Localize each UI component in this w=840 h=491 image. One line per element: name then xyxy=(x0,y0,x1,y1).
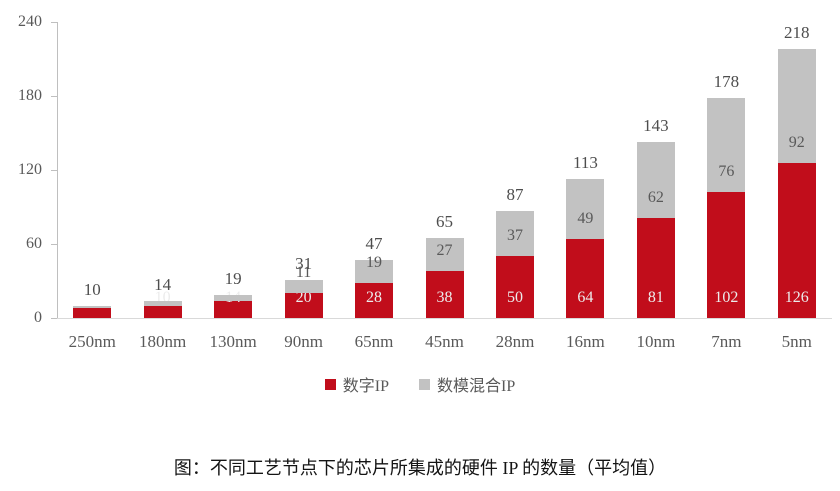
bar-total-label: 113 xyxy=(572,152,598,172)
legend-item: 数字IP xyxy=(324,372,389,396)
bar-value-label: 50 xyxy=(506,288,523,306)
legend-label: 数模混合IP xyxy=(437,378,516,395)
bar-segment-mixed-signal-ip xyxy=(214,294,253,301)
x-tick-label: 130nm xyxy=(209,332,257,351)
x-tick-label: 7nm xyxy=(711,332,742,351)
x-tick-label: 16nm xyxy=(566,332,605,351)
bar-segment-mixed-signal-ip: 19 xyxy=(355,255,394,284)
bar-segment-digital-ip: 102 xyxy=(707,192,746,318)
bar-segment-digital-ip: 20 xyxy=(284,289,323,318)
bar-segment-mixed-signal-ip: 49 xyxy=(566,178,605,240)
bar-value-label: 11 xyxy=(295,264,312,282)
y-axis-tick xyxy=(51,22,57,23)
bar-value-label: 64 xyxy=(577,288,594,306)
bar-total-label: 218 xyxy=(784,23,810,43)
bar-segment-mixed-signal-ip xyxy=(143,300,182,306)
y-tick-label: 180 xyxy=(18,87,42,104)
bar-value-label: 37 xyxy=(506,227,523,245)
bar-total-label: 87 xyxy=(506,184,524,204)
bar-segment-digital-ip: 10 xyxy=(143,289,182,318)
bar-value-label: 62 xyxy=(647,189,664,207)
bar-total-label: 47 xyxy=(365,234,383,254)
y-tick-label: 0 xyxy=(34,309,42,326)
bar-segment-mixed-signal-ip: 62 xyxy=(636,141,675,219)
bar-value-label: 38 xyxy=(436,288,453,306)
bar-total-label: 14 xyxy=(154,274,172,294)
x-tick-label: 10nm xyxy=(636,332,676,351)
bar-segment-digital-ip: 126 xyxy=(777,162,816,318)
bar-value-label: 81 xyxy=(647,288,664,306)
bar-total-label: 65 xyxy=(436,211,453,231)
bar-value-label: 102 xyxy=(714,288,739,306)
legend-swatch-icon xyxy=(419,378,430,390)
bar-segment-digital-ip: 81 xyxy=(636,218,675,318)
bar-segment-digital-ip: 64 xyxy=(566,239,605,318)
bar-total-label: 143 xyxy=(643,115,669,135)
y-axis-tick xyxy=(51,318,57,319)
bar-value-label: 126 xyxy=(784,288,809,306)
bar-segment-mixed-signal-ip: 11 xyxy=(284,265,323,294)
y-tick-label: 60 xyxy=(26,235,42,252)
bar-segment-mixed-signal-ip: 27 xyxy=(425,237,464,272)
bar-segment-digital-ip xyxy=(73,308,112,318)
bar-segment-digital-ip: 14 xyxy=(214,289,253,318)
bar-total-label: 178 xyxy=(713,72,740,92)
y-axis-tick xyxy=(51,244,57,245)
bar-segment-mixed-signal-ip: 92 xyxy=(777,49,816,163)
x-tick-label: 180nm xyxy=(139,332,187,351)
legend: 数字IP 数模混合IP xyxy=(0,372,840,396)
bar-total-label: 10 xyxy=(83,279,101,299)
x-tick-label: 90nm xyxy=(284,332,323,351)
bar-segment-digital-ip: 50 xyxy=(495,256,534,318)
legend-item: 数模混合IP xyxy=(419,372,515,396)
bar-value-label: 27 xyxy=(436,242,453,260)
x-tick-label: 65nm xyxy=(354,332,394,351)
bar-segment-digital-ip: 38 xyxy=(425,271,464,318)
bar-value-label: 76 xyxy=(718,163,735,181)
bar-segment-digital-ip: 28 xyxy=(355,283,394,318)
bar-value-label: 28 xyxy=(366,288,383,306)
x-axis-baseline xyxy=(57,318,832,319)
y-tick-label: 240 xyxy=(18,13,42,30)
bar-segment-mixed-signal-ip: 76 xyxy=(707,98,746,193)
figure-caption: 图：不同工艺节点下的芯片所集成的硬件 IP 的数量（平均值） xyxy=(173,458,667,478)
legend-label: 数字IP xyxy=(342,378,389,395)
bar-value-label: 19 xyxy=(366,254,383,272)
bar-total-label: 31 xyxy=(295,253,313,273)
x-tick-label: 5nm xyxy=(781,332,812,351)
bar-total-label: 19 xyxy=(224,268,242,288)
y-axis-tick xyxy=(51,170,57,171)
y-axis-tick xyxy=(51,96,57,97)
x-tick-label: 250nm xyxy=(68,332,116,351)
bar-value-label: 20 xyxy=(295,288,312,306)
legend-swatch-icon xyxy=(324,378,336,390)
bar-value-label: 92 xyxy=(788,133,805,151)
bar-segment-mixed-signal-ip xyxy=(73,305,112,309)
x-tick-label: 45nm xyxy=(425,332,464,351)
y-axis-line xyxy=(57,22,58,318)
bar-value-label: 49 xyxy=(577,210,594,228)
x-tick-label: 28nm xyxy=(495,332,535,351)
bar-segment-mixed-signal-ip: 37 xyxy=(495,210,534,257)
y-tick-label: 120 xyxy=(18,161,42,178)
